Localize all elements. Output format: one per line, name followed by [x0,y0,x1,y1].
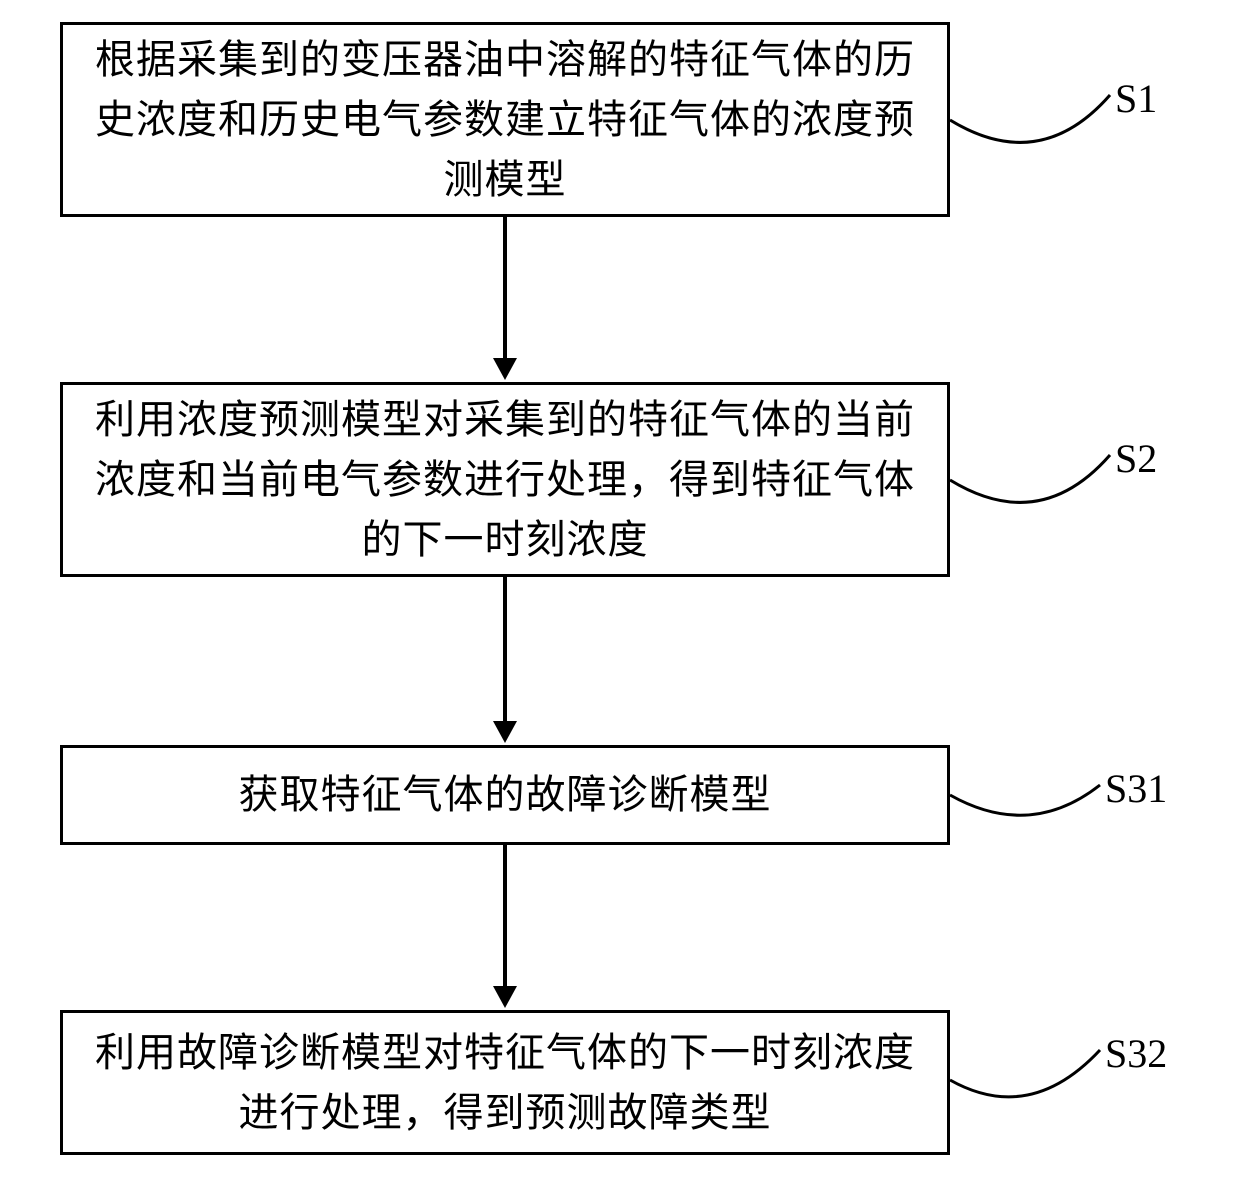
arrow-head-s31-s32 [493,986,517,1008]
label-s32: S32 [1105,1030,1167,1077]
flow-step-s31: 获取特征气体的故障诊断模型 [60,745,950,845]
flowchart-container: 根据采集到的变压器油中溶解的特征气体的历史浓度和历史电气参数建立特征气体的浓度预… [0,0,1240,1177]
flow-step-s1: 根据采集到的变压器油中溶解的特征气体的历史浓度和历史电气参数建立特征气体的浓度预… [60,22,950,217]
arrow-s1-s2 [503,217,507,360]
flow-step-s32-text: 利用故障诊断模型对特征气体的下一时刻浓度进行处理，得到预测故障类型 [83,1023,927,1143]
label-s2: S2 [1115,435,1157,482]
flow-step-s32: 利用故障诊断模型对特征气体的下一时刻浓度进行处理，得到预测故障类型 [60,1010,950,1155]
label-s31: S31 [1105,765,1167,812]
arrow-head-s1-s2 [493,358,517,380]
flow-step-s31-text: 获取特征气体的故障诊断模型 [239,765,772,825]
flow-step-s1-text: 根据采集到的变压器油中溶解的特征气体的历史浓度和历史电气参数建立特征气体的浓度预… [83,30,927,210]
arrow-s31-s32 [503,845,507,988]
arrow-s2-s31 [503,577,507,723]
label-s1: S1 [1115,75,1157,122]
flow-step-s2: 利用浓度预测模型对采集到的特征气体的当前浓度和当前电气参数进行处理，得到特征气体… [60,382,950,577]
flow-step-s2-text: 利用浓度预测模型对采集到的特征气体的当前浓度和当前电气参数进行处理，得到特征气体… [83,390,927,570]
arrow-head-s2-s31 [493,721,517,743]
